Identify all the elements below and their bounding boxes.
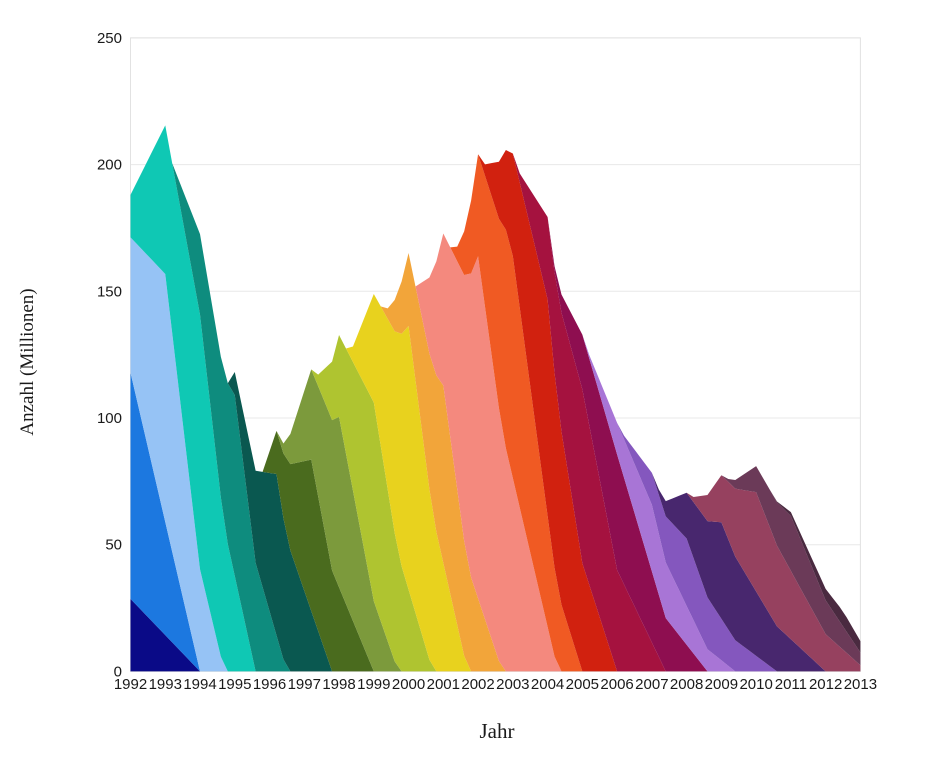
svg-text:250: 250 (97, 30, 122, 47)
svg-text:2000: 2000 (392, 676, 425, 693)
svg-text:2002: 2002 (461, 676, 494, 693)
svg-text:50: 50 (105, 537, 122, 554)
svg-text:1997: 1997 (288, 676, 321, 693)
svg-text:2004: 2004 (531, 676, 564, 693)
svg-text:2007: 2007 (635, 676, 668, 693)
svg-text:1993: 1993 (149, 676, 182, 693)
svg-text:2005: 2005 (566, 676, 599, 693)
svg-text:Anzahl (Millionen): Anzahl (Millionen) (17, 288, 38, 435)
svg-text:2010: 2010 (739, 676, 772, 693)
svg-text:1996: 1996 (253, 676, 286, 693)
svg-text:2003: 2003 (496, 676, 529, 693)
svg-text:1995: 1995 (218, 676, 251, 693)
svg-text:1998: 1998 (322, 676, 355, 693)
svg-text:2009: 2009 (705, 676, 738, 693)
svg-text:2012: 2012 (809, 676, 842, 693)
svg-text:2011: 2011 (775, 676, 807, 693)
svg-text:2006: 2006 (600, 676, 633, 693)
svg-text:1994: 1994 (183, 676, 216, 693)
svg-text:Jahr: Jahr (480, 719, 515, 743)
svg-text:150: 150 (97, 283, 122, 300)
svg-text:2008: 2008 (670, 676, 703, 693)
svg-text:0: 0 (114, 663, 122, 680)
svg-text:100: 100 (97, 410, 122, 427)
svg-text:200: 200 (97, 157, 122, 174)
svg-text:1999: 1999 (357, 676, 390, 693)
svg-text:2001: 2001 (427, 676, 460, 693)
svg-text:2013: 2013 (844, 676, 877, 693)
